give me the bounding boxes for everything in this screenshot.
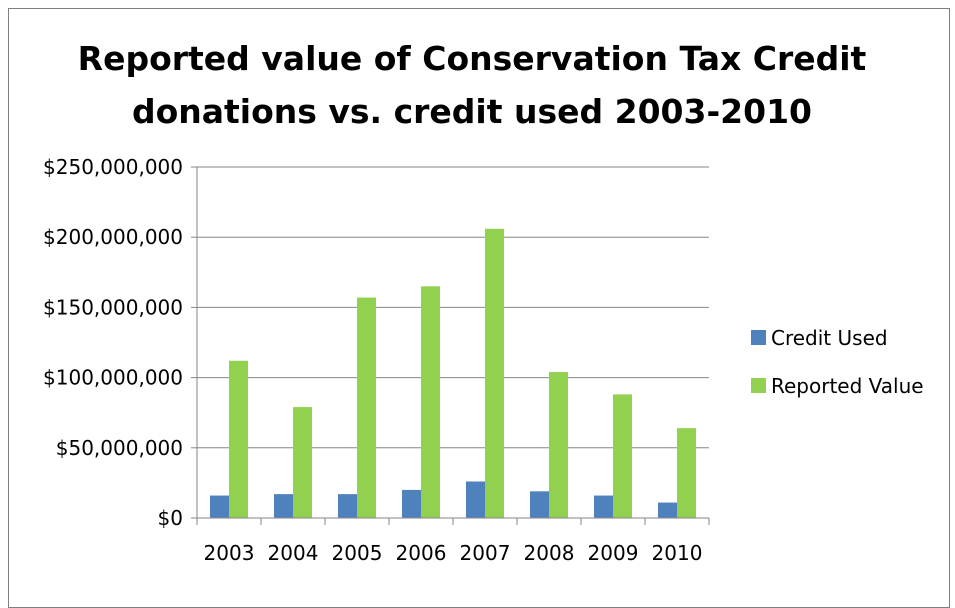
x-tick-label: 2009 [588, 541, 639, 565]
bar-reported-value [357, 297, 376, 518]
y-axis-tick-labels: $0 $50,000,000 $100,000,000 $150,000,000 $20… [43, 155, 183, 530]
bar-credit-used [338, 494, 357, 518]
bar-credit-used [530, 491, 549, 518]
x-tick-label: 2010 [652, 541, 703, 565]
bar-reported-value [677, 428, 696, 518]
legend: Credit Used Reported Value [751, 326, 924, 398]
bar-reported-value [293, 407, 312, 518]
legend-swatch-credit-used [751, 330, 766, 345]
bar-reported-value [421, 286, 440, 518]
bar-credit-used [210, 495, 229, 518]
chart-title-line-1: Reported value of Conservation Tax Credi… [78, 39, 867, 78]
bar-credit-used [402, 489, 421, 518]
y-tick-label: $150,000,000 [43, 295, 183, 319]
y-tick-label: $0 [158, 506, 183, 530]
legend-swatch-reported-value [751, 378, 766, 393]
chart: Reported value of Conservation Tax Credi… [43, 39, 924, 565]
x-tick-label: 2008 [524, 541, 575, 565]
y-tick-label: $200,000,000 [43, 225, 183, 249]
bar-reported-value [549, 371, 568, 518]
legend-label-credit-used: Credit Used [771, 326, 888, 350]
bar-reported-value [229, 360, 248, 518]
bar-credit-used [274, 494, 293, 518]
y-tick-label: $100,000,000 [43, 366, 183, 390]
bar-credit-used [658, 502, 677, 518]
x-tick-label: 2003 [204, 541, 255, 565]
x-tick-label: 2006 [396, 541, 447, 565]
bar-credit-used [466, 481, 485, 518]
y-tick-label: $50,000,000 [56, 436, 183, 460]
bars [210, 228, 696, 518]
bar-reported-value [485, 228, 504, 518]
x-tick-label: 2005 [332, 541, 383, 565]
bar-credit-used [594, 495, 613, 518]
chart-title-line-2: donations vs. credit used 2003-2010 [132, 92, 812, 131]
x-tick-label: 2004 [268, 541, 319, 565]
bar-reported-value [613, 394, 632, 518]
x-tick-label: 2007 [460, 541, 511, 565]
legend-label-reported-value: Reported Value [771, 374, 924, 398]
y-tick-label: $250,000,000 [43, 155, 183, 179]
axes [196, 167, 710, 525]
x-axis-tick-labels: 2003 2004 2005 2006 2007 2008 2009 2010 [204, 541, 703, 565]
